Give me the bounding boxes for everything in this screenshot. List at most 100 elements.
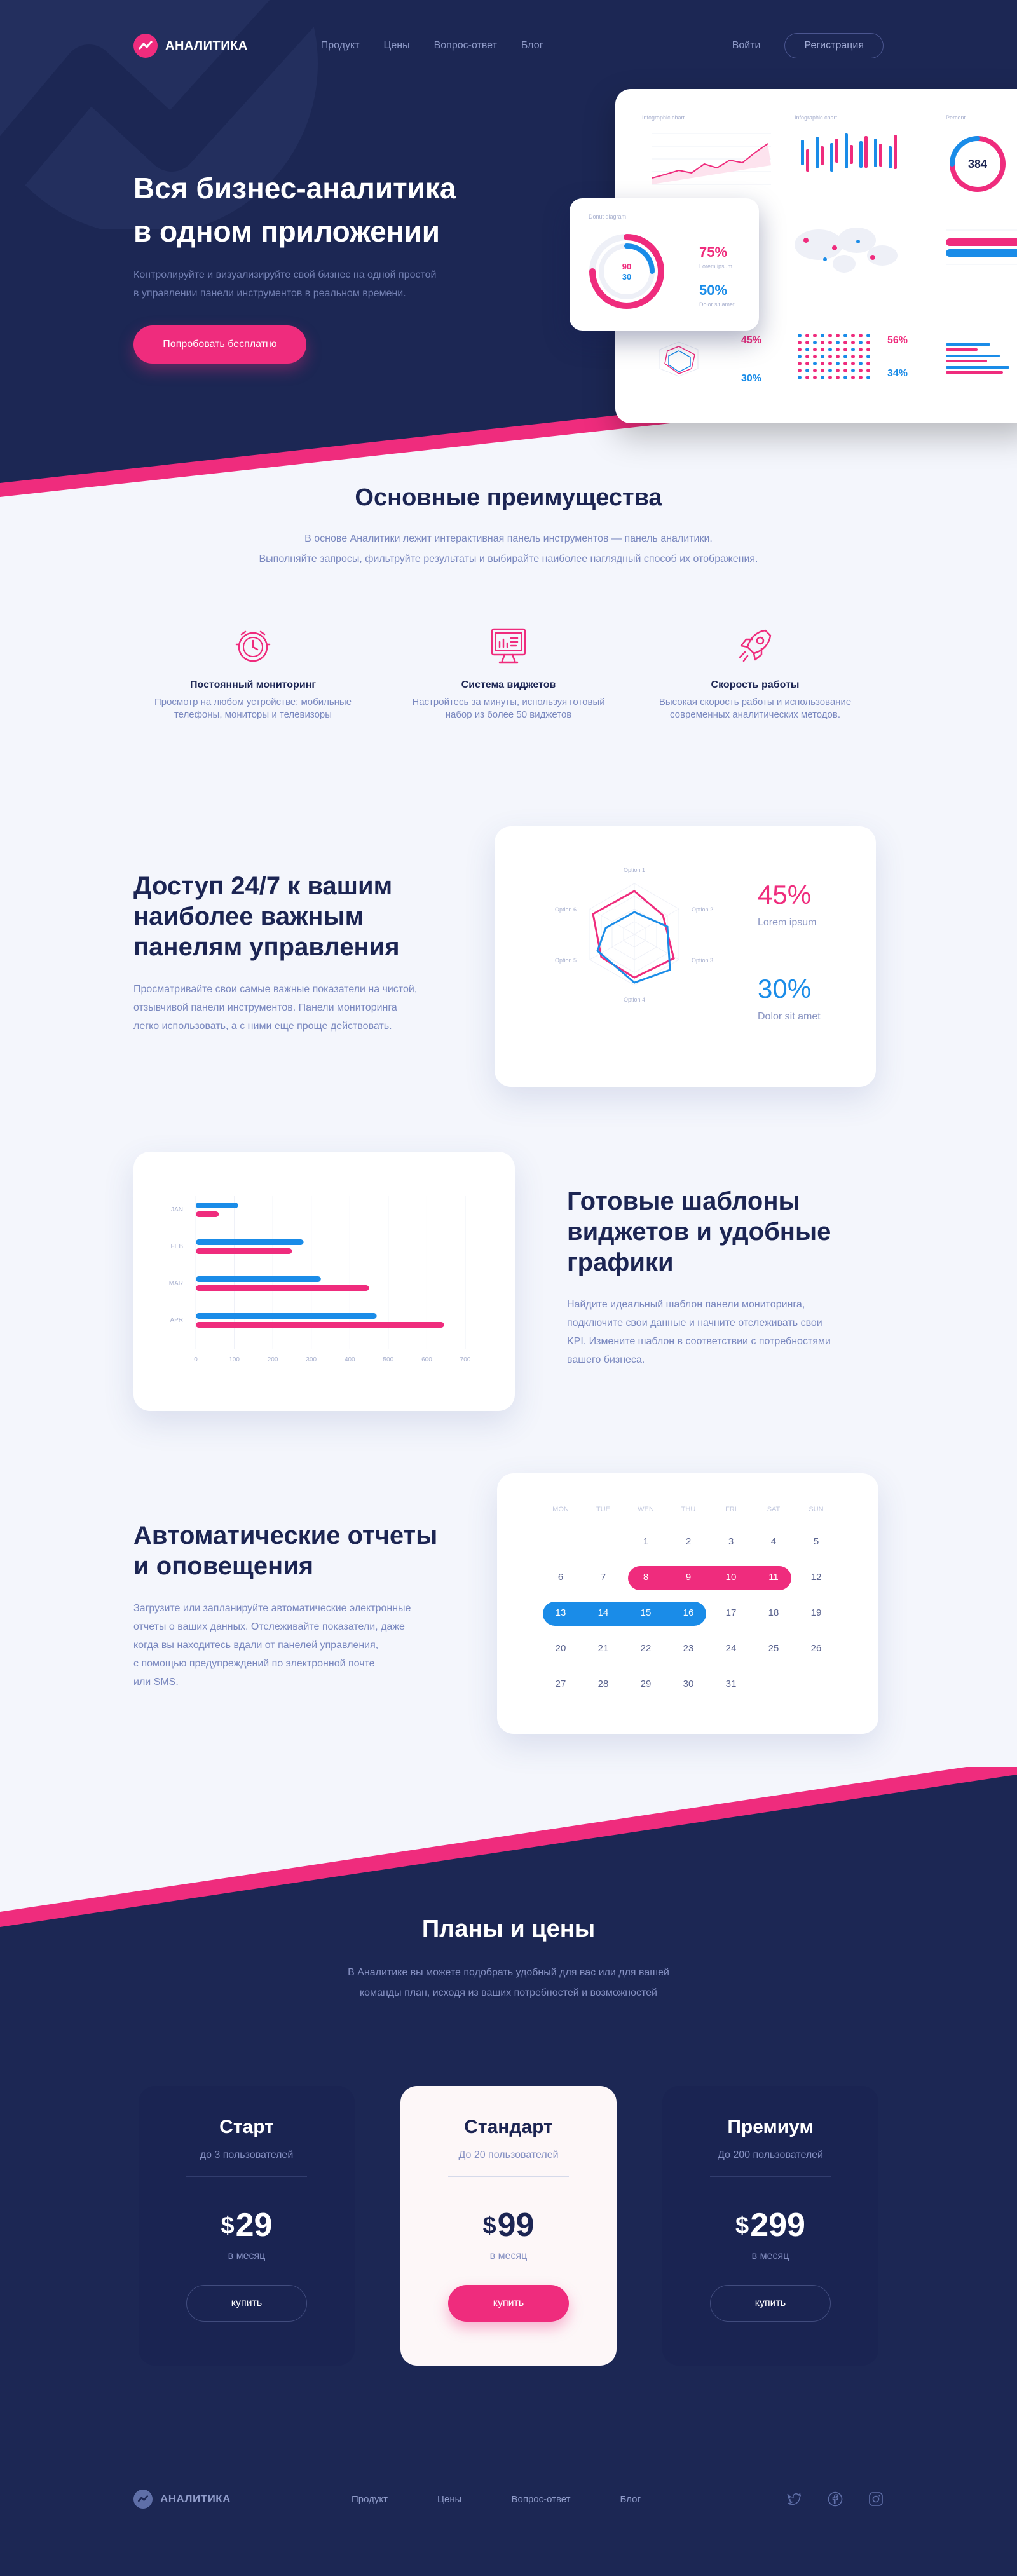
hero-title-line: Вся бизнес-аналитика <box>133 172 456 205</box>
calendar-day[interactable]: 8 <box>643 1572 648 1583</box>
calendar-day[interactable]: 17 <box>726 1607 737 1618</box>
calendar-day[interactable]: 15 <box>641 1607 652 1618</box>
donut-stat1: 75% <box>699 244 727 260</box>
login-link[interactable]: Войти <box>732 40 761 51</box>
dot <box>851 369 855 372</box>
dot <box>843 348 847 351</box>
calendar-day[interactable]: 4 <box>771 1536 776 1547</box>
dot <box>805 362 809 365</box>
nav-link-prices[interactable]: Цены <box>383 40 410 51</box>
footer-link-prices[interactable]: Цены <box>437 2493 462 2505</box>
chart-category-label: FEB <box>171 1243 184 1250</box>
radar-axis-label: Option 3 <box>692 957 713 964</box>
templates-text-line: подключите свои данные и начните отслежи… <box>567 1318 822 1328</box>
calendar-day[interactable]: 30 <box>683 1679 694 1689</box>
dot <box>859 355 863 358</box>
chart-category-label: APR <box>170 1317 183 1324</box>
instagram-icon[interactable] <box>868 2491 884 2507</box>
dot <box>851 341 855 344</box>
buy-premium-button[interactable]: купить <box>710 2285 831 2322</box>
calendar-day[interactable]: 20 <box>556 1643 566 1654</box>
dot <box>836 348 840 351</box>
access-title-line: панелям управления <box>133 933 400 961</box>
dot <box>859 348 863 351</box>
footer-link-faq[interactable]: Вопрос-ответ <box>511 2493 571 2505</box>
logo[interactable]: АНАЛИТИКА <box>133 34 248 58</box>
hbar-small <box>946 343 1009 374</box>
try-free-button[interactable]: Попробовать бесплатно <box>133 325 306 364</box>
radar-card: Option 1 Option 2 Option 3 Option 4 Opti… <box>495 826 876 1087</box>
calendar-day[interactable]: 3 <box>728 1536 734 1547</box>
hero-background-logo-shape <box>0 0 318 229</box>
donut-center-top: 90 <box>622 262 631 271</box>
calendar-day[interactable]: 21 <box>598 1643 609 1654</box>
calendar-day[interactable]: 28 <box>598 1679 609 1689</box>
calendar-day[interactable]: 12 <box>811 1572 822 1583</box>
calendar-day[interactable]: 11 <box>768 1572 779 1583</box>
feature-text-line: телефоны, мониторы и телевизоры <box>174 709 332 720</box>
calendar-day[interactable]: 19 <box>811 1607 822 1618</box>
calendar-day[interactable]: 31 <box>726 1679 737 1689</box>
calendar-day[interactable]: 26 <box>811 1643 822 1654</box>
reports-text-line: с помощью предупреждений по электронной … <box>133 1658 375 1669</box>
calendar-day[interactable]: 10 <box>726 1572 737 1583</box>
twitter-icon[interactable] <box>787 2491 802 2507</box>
calendar-day[interactable]: 16 <box>683 1607 694 1618</box>
plan-divider <box>448 2176 569 2177</box>
access-text-line: Просматривайте свои самые важные показат… <box>133 984 418 995</box>
hero-title-line: в одном приложении <box>133 215 440 248</box>
dot <box>866 362 870 365</box>
calendar-day[interactable]: 14 <box>598 1607 609 1618</box>
radar-axis-label: Option 6 <box>555 906 577 913</box>
facebook-icon[interactable] <box>828 2491 843 2507</box>
dashboard-widgets: Infographic chart Infographic chart Perc… <box>642 114 1017 384</box>
dot-matrix <box>798 334 870 379</box>
register-button[interactable]: Регистрация <box>784 33 884 58</box>
plan-period: в месяц <box>751 2251 789 2261</box>
dot <box>798 348 802 351</box>
calendar-day[interactable]: 29 <box>641 1679 652 1689</box>
nav-link-product[interactable]: Продукт <box>320 40 360 51</box>
calendar-day[interactable]: 7 <box>601 1572 606 1583</box>
donut-center-bottom: 30 <box>622 272 631 282</box>
nav-link-blog[interactable]: Блог <box>521 40 543 51</box>
calendar-day[interactable]: 6 <box>558 1572 563 1583</box>
buy-start-button[interactable]: купить <box>186 2285 307 2322</box>
calendar-day[interactable]: 23 <box>683 1643 694 1654</box>
dot <box>843 355 847 358</box>
reports-text-line: когда вы находитесь вдали от панелей упр… <box>133 1640 379 1651</box>
calendar-day[interactable]: 1 <box>643 1536 648 1547</box>
buy-standard-button[interactable]: купить <box>448 2285 569 2322</box>
footer-logo[interactable]: АНАЛИТИКА <box>133 2490 231 2509</box>
calendar-range-highlight <box>628 1566 791 1590</box>
reports-text: Загрузите или запланируйте автоматически… <box>133 1599 464 1691</box>
access-title-line: наиболее важным <box>133 903 364 930</box>
nav-link-faq[interactable]: Вопрос-ответ <box>433 40 497 51</box>
calendar-day[interactable]: 25 <box>768 1643 779 1654</box>
calendar-day[interactable]: 24 <box>726 1643 737 1654</box>
dot <box>836 334 840 337</box>
dot <box>821 341 824 344</box>
templates-title-line: графики <box>567 1248 674 1276</box>
rocket-icon <box>739 629 772 662</box>
hero-subtitle-line: Контролируйте и визуализируйте свой бизн… <box>133 269 437 280</box>
logo-text: АНАЛИТИКА <box>165 38 248 53</box>
calendar-day[interactable]: 27 <box>556 1679 566 1689</box>
calendar-day[interactable]: 9 <box>686 1572 691 1583</box>
calendar-day[interactable]: 13 <box>556 1607 566 1618</box>
calendar-day[interactable]: 18 <box>768 1607 779 1618</box>
gauge-value: 384 <box>968 158 987 170</box>
footer-link-product[interactable]: Продукт <box>351 2493 388 2505</box>
top-navigation: АНАЛИТИКА Продукт Цены Вопрос-ответ Блог… <box>133 32 884 60</box>
line-panel-series <box>652 143 768 179</box>
plan-card-standard: Стандарт До 20 пользователей $ 99 в меся… <box>400 2086 617 2366</box>
radar-stat1-label: Lorem ipsum <box>758 917 816 928</box>
calendar-day[interactable]: 22 <box>641 1643 652 1654</box>
footer-link-blog[interactable]: Блог <box>620 2493 641 2505</box>
calendar-day[interactable]: 5 <box>814 1536 819 1547</box>
calendar-day[interactable]: 2 <box>686 1536 691 1547</box>
dot <box>813 341 817 344</box>
donut-card-label: Donut diagram <box>589 214 626 220</box>
feature-title: Постоянный мониторинг <box>190 679 316 690</box>
plan-price: $ 299 <box>662 2206 878 2244</box>
